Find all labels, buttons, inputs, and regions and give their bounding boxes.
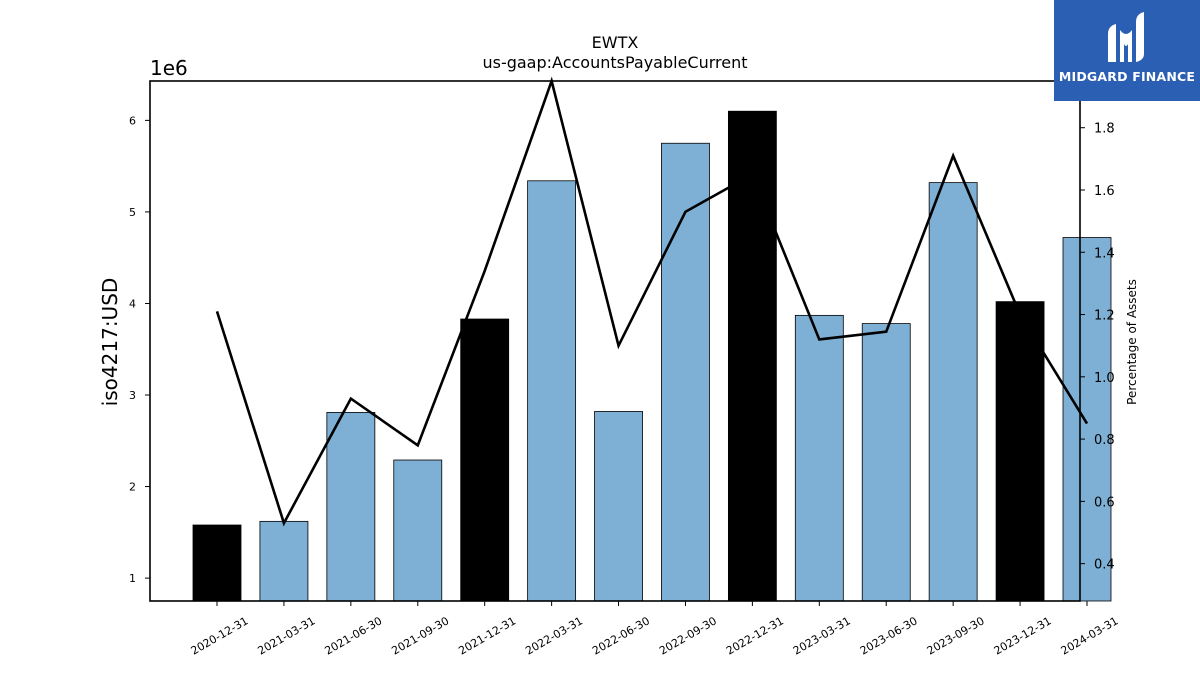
bar-2024-03-31: [1062, 237, 1112, 602]
x-tick-label-2023-09-30: 2023-09-30: [925, 614, 987, 657]
bar-2020-12-31: [192, 524, 242, 602]
logo: MIDGARD FINANCE: [1054, 0, 1200, 101]
bar-2022-09-30: [661, 142, 710, 602]
bar-2021-09-30: [393, 459, 443, 602]
plot-frame: [149, 80, 1081, 602]
x-tick-label-2024-03-31: 2024-03-31: [1059, 614, 1121, 657]
x-tick-label-2022-03-31: 2022-03-31: [523, 614, 585, 657]
bar-2022-03-31: [527, 180, 577, 602]
y2-tick-label: 1.6: [1094, 184, 1115, 199]
bar-2023-12-31: [995, 301, 1045, 602]
y-tick-label: 2: [129, 481, 136, 494]
y2-tick-label: 0.4: [1094, 558, 1115, 573]
bar-2023-09-30: [928, 182, 978, 602]
x-tick-label-2021-06-30: 2021-06-30: [322, 614, 384, 657]
bar-2021-12-31: [460, 318, 510, 602]
y2-tick-label: 1.0: [1094, 371, 1115, 386]
x-tick-label-2023-03-31: 2023-03-31: [791, 614, 853, 657]
x-tick-label-2021-03-31: 2021-03-31: [256, 614, 318, 657]
y2-tick-label: 0.8: [1094, 433, 1115, 448]
x-tick-label-2022-09-30: 2022-09-30: [657, 614, 719, 657]
bar-2021-06-30: [326, 412, 376, 602]
line-series: [215, 76, 1089, 527]
y-tick-label: 4: [129, 297, 136, 310]
midgard-logo-icon: [1108, 12, 1144, 62]
bar-2022-06-30: [594, 411, 643, 602]
y-tick-label: 1: [129, 572, 136, 585]
y-tick-label: 3: [129, 389, 136, 402]
y2-tick-label: 1.4: [1094, 246, 1115, 261]
x-tick-label-2023-06-30: 2023-06-30: [858, 614, 920, 657]
chart-subtitle: us-gaap:AccountsPayableCurrent: [482, 53, 747, 72]
x-tick-label-2022-12-31: 2022-12-31: [724, 614, 786, 657]
line-group: [215, 76, 1089, 527]
y-axis-label: iso4217:USD: [98, 278, 122, 407]
x-tick-label-2021-12-31: 2021-12-31: [456, 614, 518, 657]
x-tick-label-2022-06-30: 2022-06-30: [590, 614, 652, 657]
y-tick-label: 5: [129, 206, 136, 219]
y2-tick-label: 0.6: [1094, 495, 1115, 510]
x-tick-label-2020-12-31: 2020-12-31: [189, 614, 251, 657]
logo-text: MIDGARD FINANCE: [1058, 69, 1196, 84]
x-tick-label-2023-12-31: 2023-12-31: [992, 614, 1054, 657]
y2-axis-label: Percentage of Assets: [1125, 279, 1139, 405]
y-tick-label: 6: [129, 114, 136, 127]
bars-group: [192, 110, 1112, 602]
bar-2023-06-30: [861, 323, 911, 602]
bar-2022-12-31: [727, 110, 777, 602]
x-tick-label-2021-09-30: 2021-09-30: [389, 614, 451, 657]
y2-tick-label: 1.8: [1094, 122, 1115, 137]
y-offset-label: 1e6: [150, 56, 188, 80]
chart-title: EWTX: [592, 33, 639, 52]
y2-tick-label: 1.2: [1094, 309, 1115, 324]
bar-2021-03-31: [259, 520, 309, 602]
bar-2023-03-31: [794, 314, 844, 602]
